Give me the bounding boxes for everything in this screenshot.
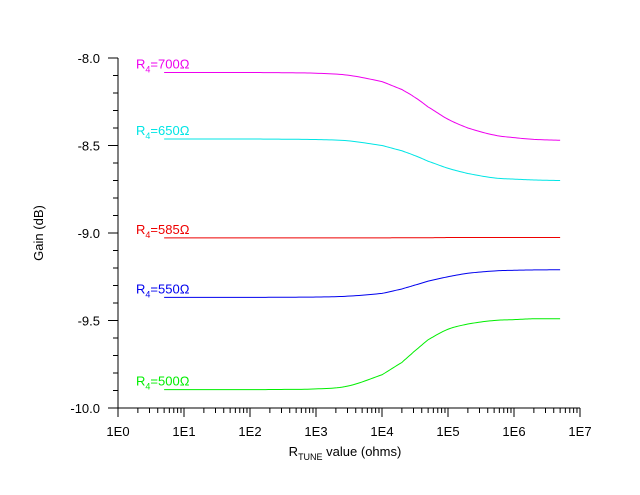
series-label-0: R4=700Ω	[136, 57, 190, 75]
x-axis-title-suffix: value (ohms)	[323, 444, 402, 459]
series-label-2: R4=585Ω	[136, 222, 190, 240]
y-tick-label: -8.5	[78, 139, 100, 154]
series-label-4: R4=500Ω	[136, 374, 190, 392]
x-axis-title: RTUNE value (ohms)	[289, 444, 402, 462]
x-tick-label: 1E0	[106, 424, 129, 439]
series-line-1	[164, 138, 561, 181]
x-axis-ticks: 1E0 1E1 1E2 1E3 1E4 1E5 1E6 1E7	[106, 408, 592, 439]
series-label-3: R4=550Ω	[136, 281, 190, 299]
x-axis-title-main: R	[289, 444, 298, 459]
y-tick-label: -8.0	[78, 51, 100, 66]
series-line-3	[164, 269, 561, 298]
x-tick-label: 1E2	[238, 424, 261, 439]
x-tick-label: 1E6	[502, 424, 525, 439]
series-line-0	[164, 72, 561, 141]
x-tick-label: 1E4	[370, 424, 393, 439]
x-tick-label: 1E7	[568, 424, 591, 439]
series-lines	[164, 72, 561, 391]
y-axis-title: Gain (dB)	[31, 205, 46, 261]
series-line-4	[164, 318, 561, 391]
y-tick-label: -9.0	[78, 226, 100, 241]
series-labels: R4=700Ω R4=650Ω R4=585Ω R4=550Ω R4=500Ω	[136, 57, 190, 392]
y-axis-ticks: -8.0 -8.5 -9.0 -9.5 -10.0	[70, 51, 118, 416]
series-label-1: R4=650Ω	[136, 123, 190, 141]
x-axis-title-subscript: TUNE	[298, 452, 323, 462]
x-tick-label: 1E5	[436, 424, 459, 439]
y-tick-label: -9.5	[78, 314, 100, 329]
y-tick-label: -10.0	[70, 401, 100, 416]
x-tick-label: 1E3	[304, 424, 327, 439]
x-tick-label: 1E1	[172, 424, 195, 439]
